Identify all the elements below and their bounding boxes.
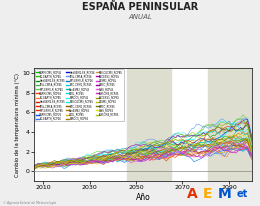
Text: et: et	[236, 189, 248, 199]
Legend: CNRM-CM5_RCP45, EC-EARTH_RCP45, HadGEM2-ES_RCP45, IPSL-CM5A_RCP45, MPI-ESM-LR_RC: CNRM-CM5_RCP45, EC-EARTH_RCP45, HadGEM2-…	[35, 69, 124, 122]
Text: © Agencia Estatal de Meteorología: © Agencia Estatal de Meteorología	[3, 201, 56, 205]
Text: A: A	[187, 187, 198, 201]
Text: M: M	[218, 187, 232, 201]
Bar	[208, 68, 252, 181]
Text: ANUAL: ANUAL	[128, 14, 152, 20]
X-axis label: Año: Año	[136, 193, 150, 202]
Y-axis label: Cambio de la temperatura mínima (°C): Cambio de la temperatura mínima (°C)	[15, 73, 21, 177]
Bar	[127, 68, 171, 181]
Text: ESPAÑA PENINSULAR: ESPAÑA PENINSULAR	[82, 2, 199, 12]
Text: E: E	[203, 187, 212, 201]
